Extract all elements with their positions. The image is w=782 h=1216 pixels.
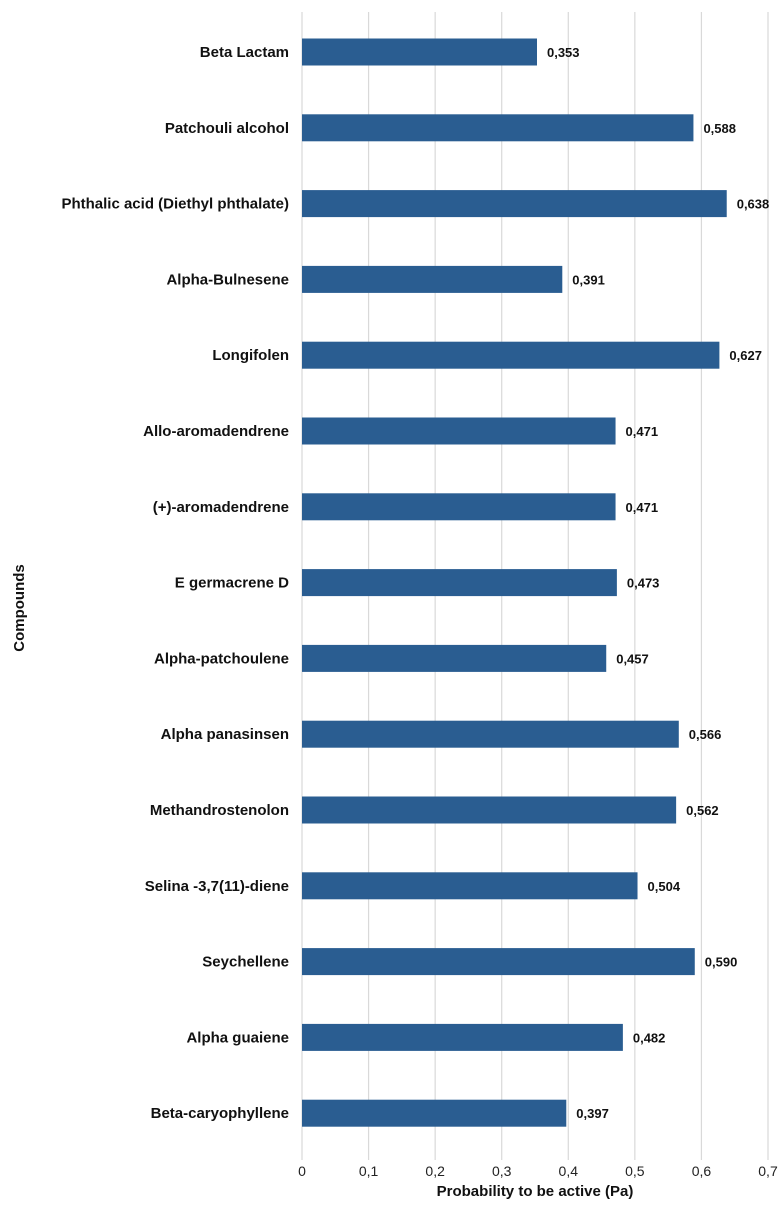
data-label: 0,471 — [626, 500, 659, 515]
data-label: 0,353 — [547, 45, 580, 60]
data-label: 0,590 — [705, 955, 738, 970]
category-label: Alpha guaiene — [186, 1029, 289, 1046]
x-axis-title: Probability to be active (Pa) — [437, 1183, 634, 1200]
bar — [302, 114, 694, 142]
category-label: Patchouli alcohol — [165, 120, 289, 137]
x-tick-labels: 0 0,1 0,2 0,3 0,4 0,5 0,6 0,7 — [298, 1163, 778, 1179]
category-label: Alpha-Bulnesene — [166, 271, 289, 288]
bar — [302, 1099, 567, 1127]
data-label: 0,638 — [737, 197, 770, 212]
category-labels: Beta Lactam Patchouli alcohol Phthalic aci… — [61, 44, 289, 1122]
bar — [302, 190, 727, 218]
x-tick-label: 0,3 — [492, 1163, 512, 1179]
x-tick-label: 0,7 — [758, 1163, 778, 1179]
bar — [302, 493, 616, 521]
data-label: 0,391 — [572, 272, 605, 287]
bar — [302, 341, 720, 369]
category-label: Longifolen — [212, 347, 289, 364]
data-label: 0,588 — [703, 121, 736, 136]
bar — [302, 796, 677, 824]
category-label: Alpha-patchoulene — [154, 650, 289, 667]
x-tick-label: 0 — [298, 1163, 306, 1179]
data-label: 0,473 — [627, 576, 660, 591]
category-label: E germacrene D — [175, 575, 289, 592]
y-axis-title: Compounds — [11, 564, 28, 652]
category-label: Selina -3,7(11)-diene — [145, 878, 289, 895]
bar — [302, 569, 617, 597]
bar — [302, 417, 616, 445]
data-label: 0,566 — [689, 727, 722, 742]
bar — [302, 265, 563, 293]
x-tick-label: 0,6 — [692, 1163, 712, 1179]
x-tick-label: 0,4 — [559, 1163, 579, 1179]
bar — [302, 720, 679, 748]
bar — [302, 38, 537, 66]
bar — [302, 948, 695, 976]
bar — [302, 1023, 623, 1051]
x-tick-label: 0,5 — [625, 1163, 645, 1179]
category-label: Beta-caryophyllene — [151, 1105, 289, 1122]
category-label: (+)-aromadendrene — [153, 499, 289, 516]
data-label: 0,504 — [648, 879, 681, 894]
category-label: Alpha panasinsen — [161, 726, 289, 743]
data-label: 0,482 — [633, 1030, 666, 1045]
data-label: 0,397 — [576, 1106, 609, 1121]
data-label: 0,457 — [616, 651, 649, 666]
category-label: Allo-aromadendrene — [143, 423, 289, 440]
bar-layer — [302, 38, 727, 1127]
category-label: Phthalic acid (Diethyl phthalate) — [61, 196, 289, 213]
bar — [302, 644, 607, 672]
x-tick-label: 0,2 — [425, 1163, 445, 1179]
bar — [302, 872, 638, 900]
x-tick-label: 0,1 — [359, 1163, 379, 1179]
data-label: 0,471 — [626, 424, 659, 439]
category-label: Seychellene — [202, 954, 289, 971]
category-label: Methandrostenolon — [150, 802, 289, 819]
category-label: Beta Lactam — [200, 44, 289, 61]
data-label: 0,627 — [729, 348, 762, 363]
value-labels: 0,353 0,588 0,638 0,391 0,627 0,471 0,471 0,473… — [547, 45, 769, 1121]
data-label: 0,562 — [686, 803, 719, 818]
